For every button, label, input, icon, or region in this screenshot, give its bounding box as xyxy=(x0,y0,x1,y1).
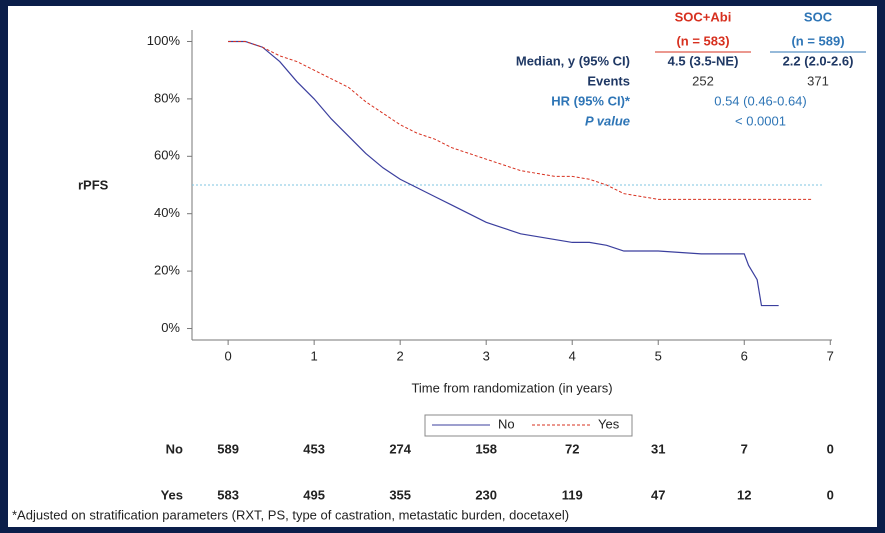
legend-label: No xyxy=(498,416,515,431)
x-tick-label: 6 xyxy=(741,348,748,363)
x-tick-label: 7 xyxy=(827,348,834,363)
risk-count: 453 xyxy=(303,441,325,456)
slide xyxy=(8,6,877,527)
x-tick-label: 2 xyxy=(397,348,404,363)
y-tick-label: 100% xyxy=(147,33,181,48)
y-tick-label: 0% xyxy=(161,320,180,335)
survival-curve xyxy=(228,40,814,200)
risk-count: 274 xyxy=(389,441,411,456)
stats-header: SOC xyxy=(804,9,833,24)
y-axis-label: rPFS xyxy=(78,177,109,192)
stats-cell: < 0.0001 xyxy=(735,113,786,128)
y-tick-label: 20% xyxy=(154,263,180,278)
x-tick-label: 1 xyxy=(311,348,318,363)
risk-count: 12 xyxy=(737,487,751,502)
y-tick-label: 80% xyxy=(154,90,180,105)
risk-count: 589 xyxy=(217,441,239,456)
stats-cell: 252 xyxy=(692,73,714,88)
x-axis-label: Time from randomization (in years) xyxy=(411,380,612,395)
stats-cell: 0.54 (0.46-0.64) xyxy=(714,93,807,108)
stats-label: HR (95% CI)* xyxy=(551,93,631,108)
risk-row-label: No xyxy=(166,441,183,456)
stats-header: (n = 589) xyxy=(791,33,844,48)
risk-count: 583 xyxy=(217,487,239,502)
stats-cell: 371 xyxy=(807,73,829,88)
stats-cell: 4.5 (3.5-NE) xyxy=(668,53,739,68)
stats-cell: 2.2 (2.0-2.6) xyxy=(783,53,854,68)
risk-count: 495 xyxy=(303,487,325,502)
legend-box xyxy=(424,414,633,437)
risk-count: 0 xyxy=(827,441,834,456)
x-tick-label: 3 xyxy=(483,348,490,363)
risk-count: 47 xyxy=(651,487,665,502)
x-tick-label: 0 xyxy=(225,348,232,363)
risk-count: 7 xyxy=(741,441,748,456)
x-tick-label: 5 xyxy=(655,348,662,363)
risk-count: 72 xyxy=(565,441,579,456)
x-tick-label: 4 xyxy=(569,348,576,363)
stats-label: P value xyxy=(585,113,630,128)
stats-header: (n = 583) xyxy=(676,33,729,48)
risk-count: 230 xyxy=(475,487,497,502)
risk-row-label: Yes xyxy=(161,487,183,502)
survival-curve xyxy=(228,40,779,307)
risk-count: 31 xyxy=(651,441,665,456)
risk-count: 355 xyxy=(389,487,411,502)
stats-header: SOC+Abi xyxy=(675,9,732,24)
risk-count: 158 xyxy=(475,441,497,456)
risk-count: 0 xyxy=(827,487,834,502)
y-tick-label: 60% xyxy=(154,148,180,163)
risk-count: 119 xyxy=(562,487,583,502)
stats-label: Events xyxy=(587,73,630,88)
stats-label: Median, y (95% CI) xyxy=(516,53,630,68)
y-tick-label: 40% xyxy=(154,205,180,220)
legend-label: Yes xyxy=(598,416,620,431)
footnote: *Adjusted on stratification parameters (… xyxy=(12,507,569,522)
